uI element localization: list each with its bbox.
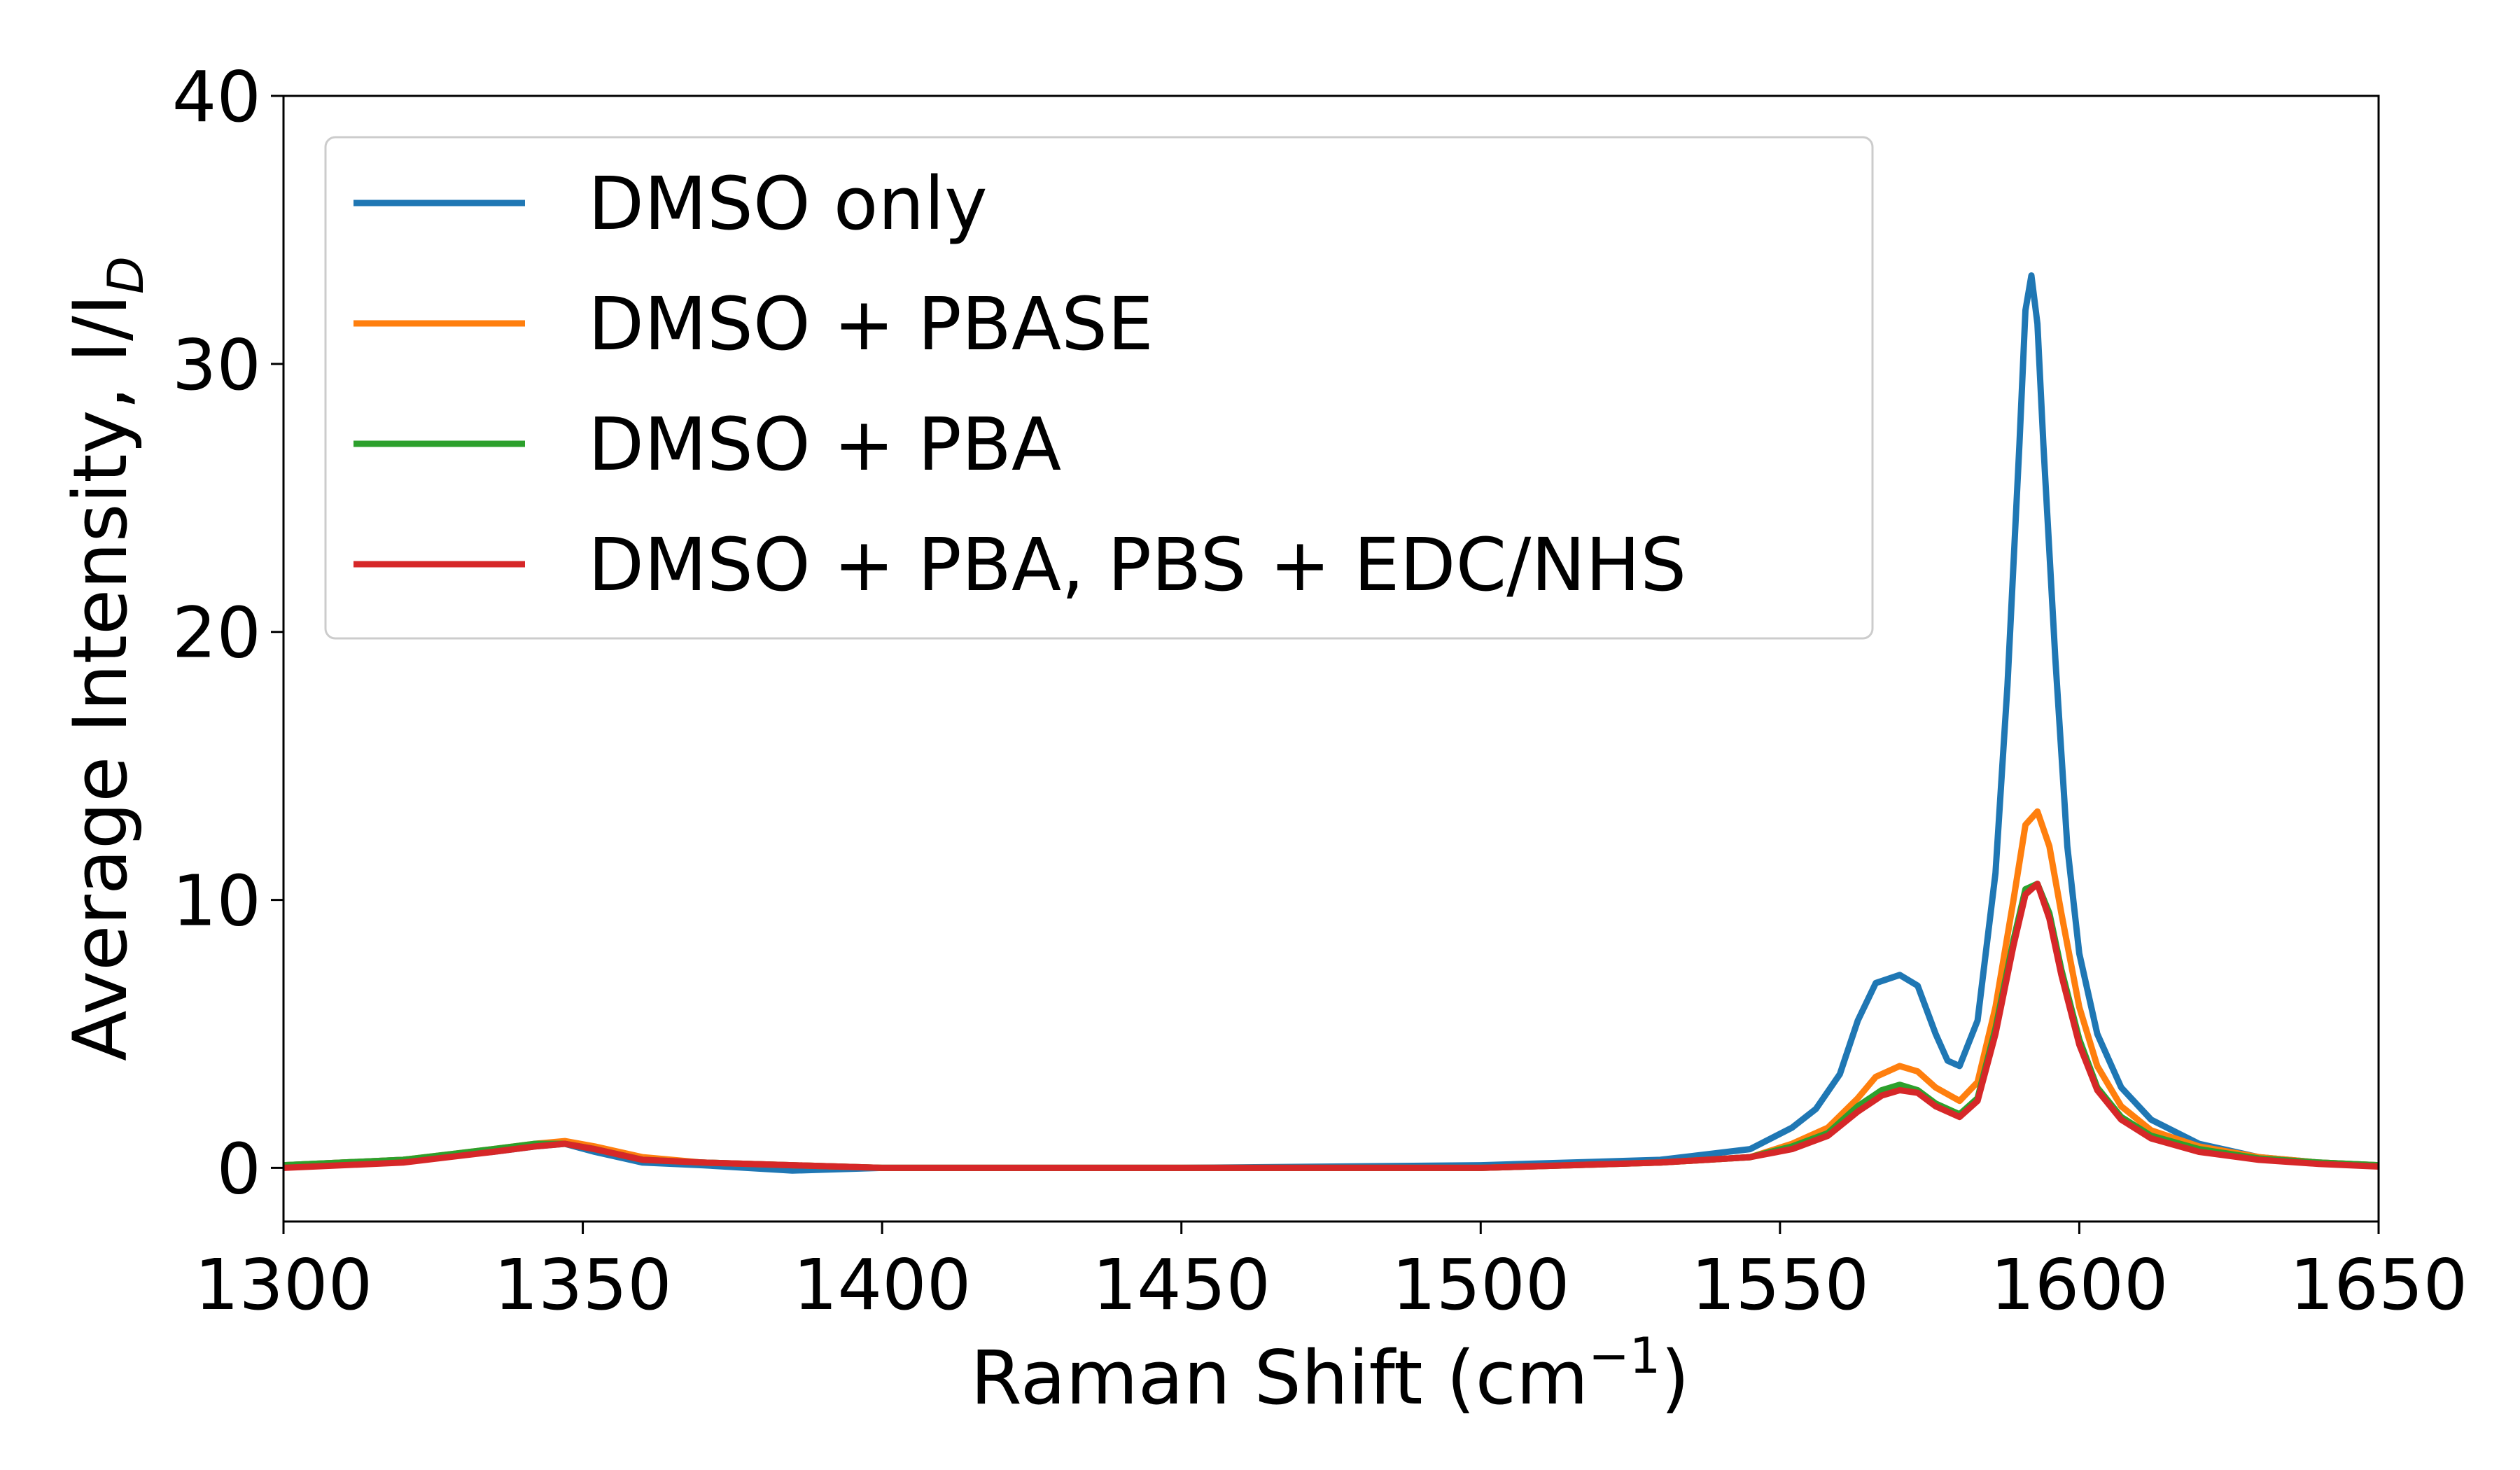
x-axis: 1300 1350 1400 1450 1500 1550 1600 1650 — [195, 1222, 2468, 1326]
legend: DMSO only DMSO + PBASE DMSO + PBA DMSO + PB… — [324, 136, 1874, 640]
series-layer — [284, 272, 2379, 1174]
legend-label-1: DMSO only — [588, 161, 988, 246]
y-tick-label: 20 — [172, 592, 261, 674]
legend-box — [324, 136, 1874, 640]
x-tick-label: 1450 — [1092, 1244, 1270, 1326]
x-tick-label: 1500 — [1392, 1244, 1570, 1326]
x-tick-label: 1400 — [793, 1244, 972, 1326]
x-axis-label: Raman Shift (cm−1) — [970, 1327, 1689, 1421]
y-axis: 0 10 20 30 40 — [172, 56, 284, 1210]
x-tick-label: 1550 — [1691, 1244, 1870, 1326]
series-line-4 — [284, 881, 2379, 1171]
y-tick-label: 10 — [172, 860, 261, 942]
y-axis-label: Average Intensity, I/ID — [57, 256, 155, 1061]
x-tick-label: 1650 — [2290, 1244, 2468, 1326]
y-tick-label: 0 — [216, 1128, 261, 1210]
x-tick-label: 1350 — [493, 1244, 672, 1326]
legend-label-3: DMSO + PBA — [588, 402, 1061, 487]
y-tick-label: 30 — [172, 324, 261, 406]
y-tick-label: 40 — [172, 56, 261, 138]
legend-label-2: DMSO + PBASE — [588, 281, 1154, 367]
x-tick-label: 1300 — [195, 1244, 373, 1326]
plot-frame — [282, 94, 2380, 1223]
x-tick-label: 1600 — [1990, 1244, 2169, 1326]
legend-label-4: DMSO + PBA, PBS + EDC/NHS — [588, 522, 1686, 608]
